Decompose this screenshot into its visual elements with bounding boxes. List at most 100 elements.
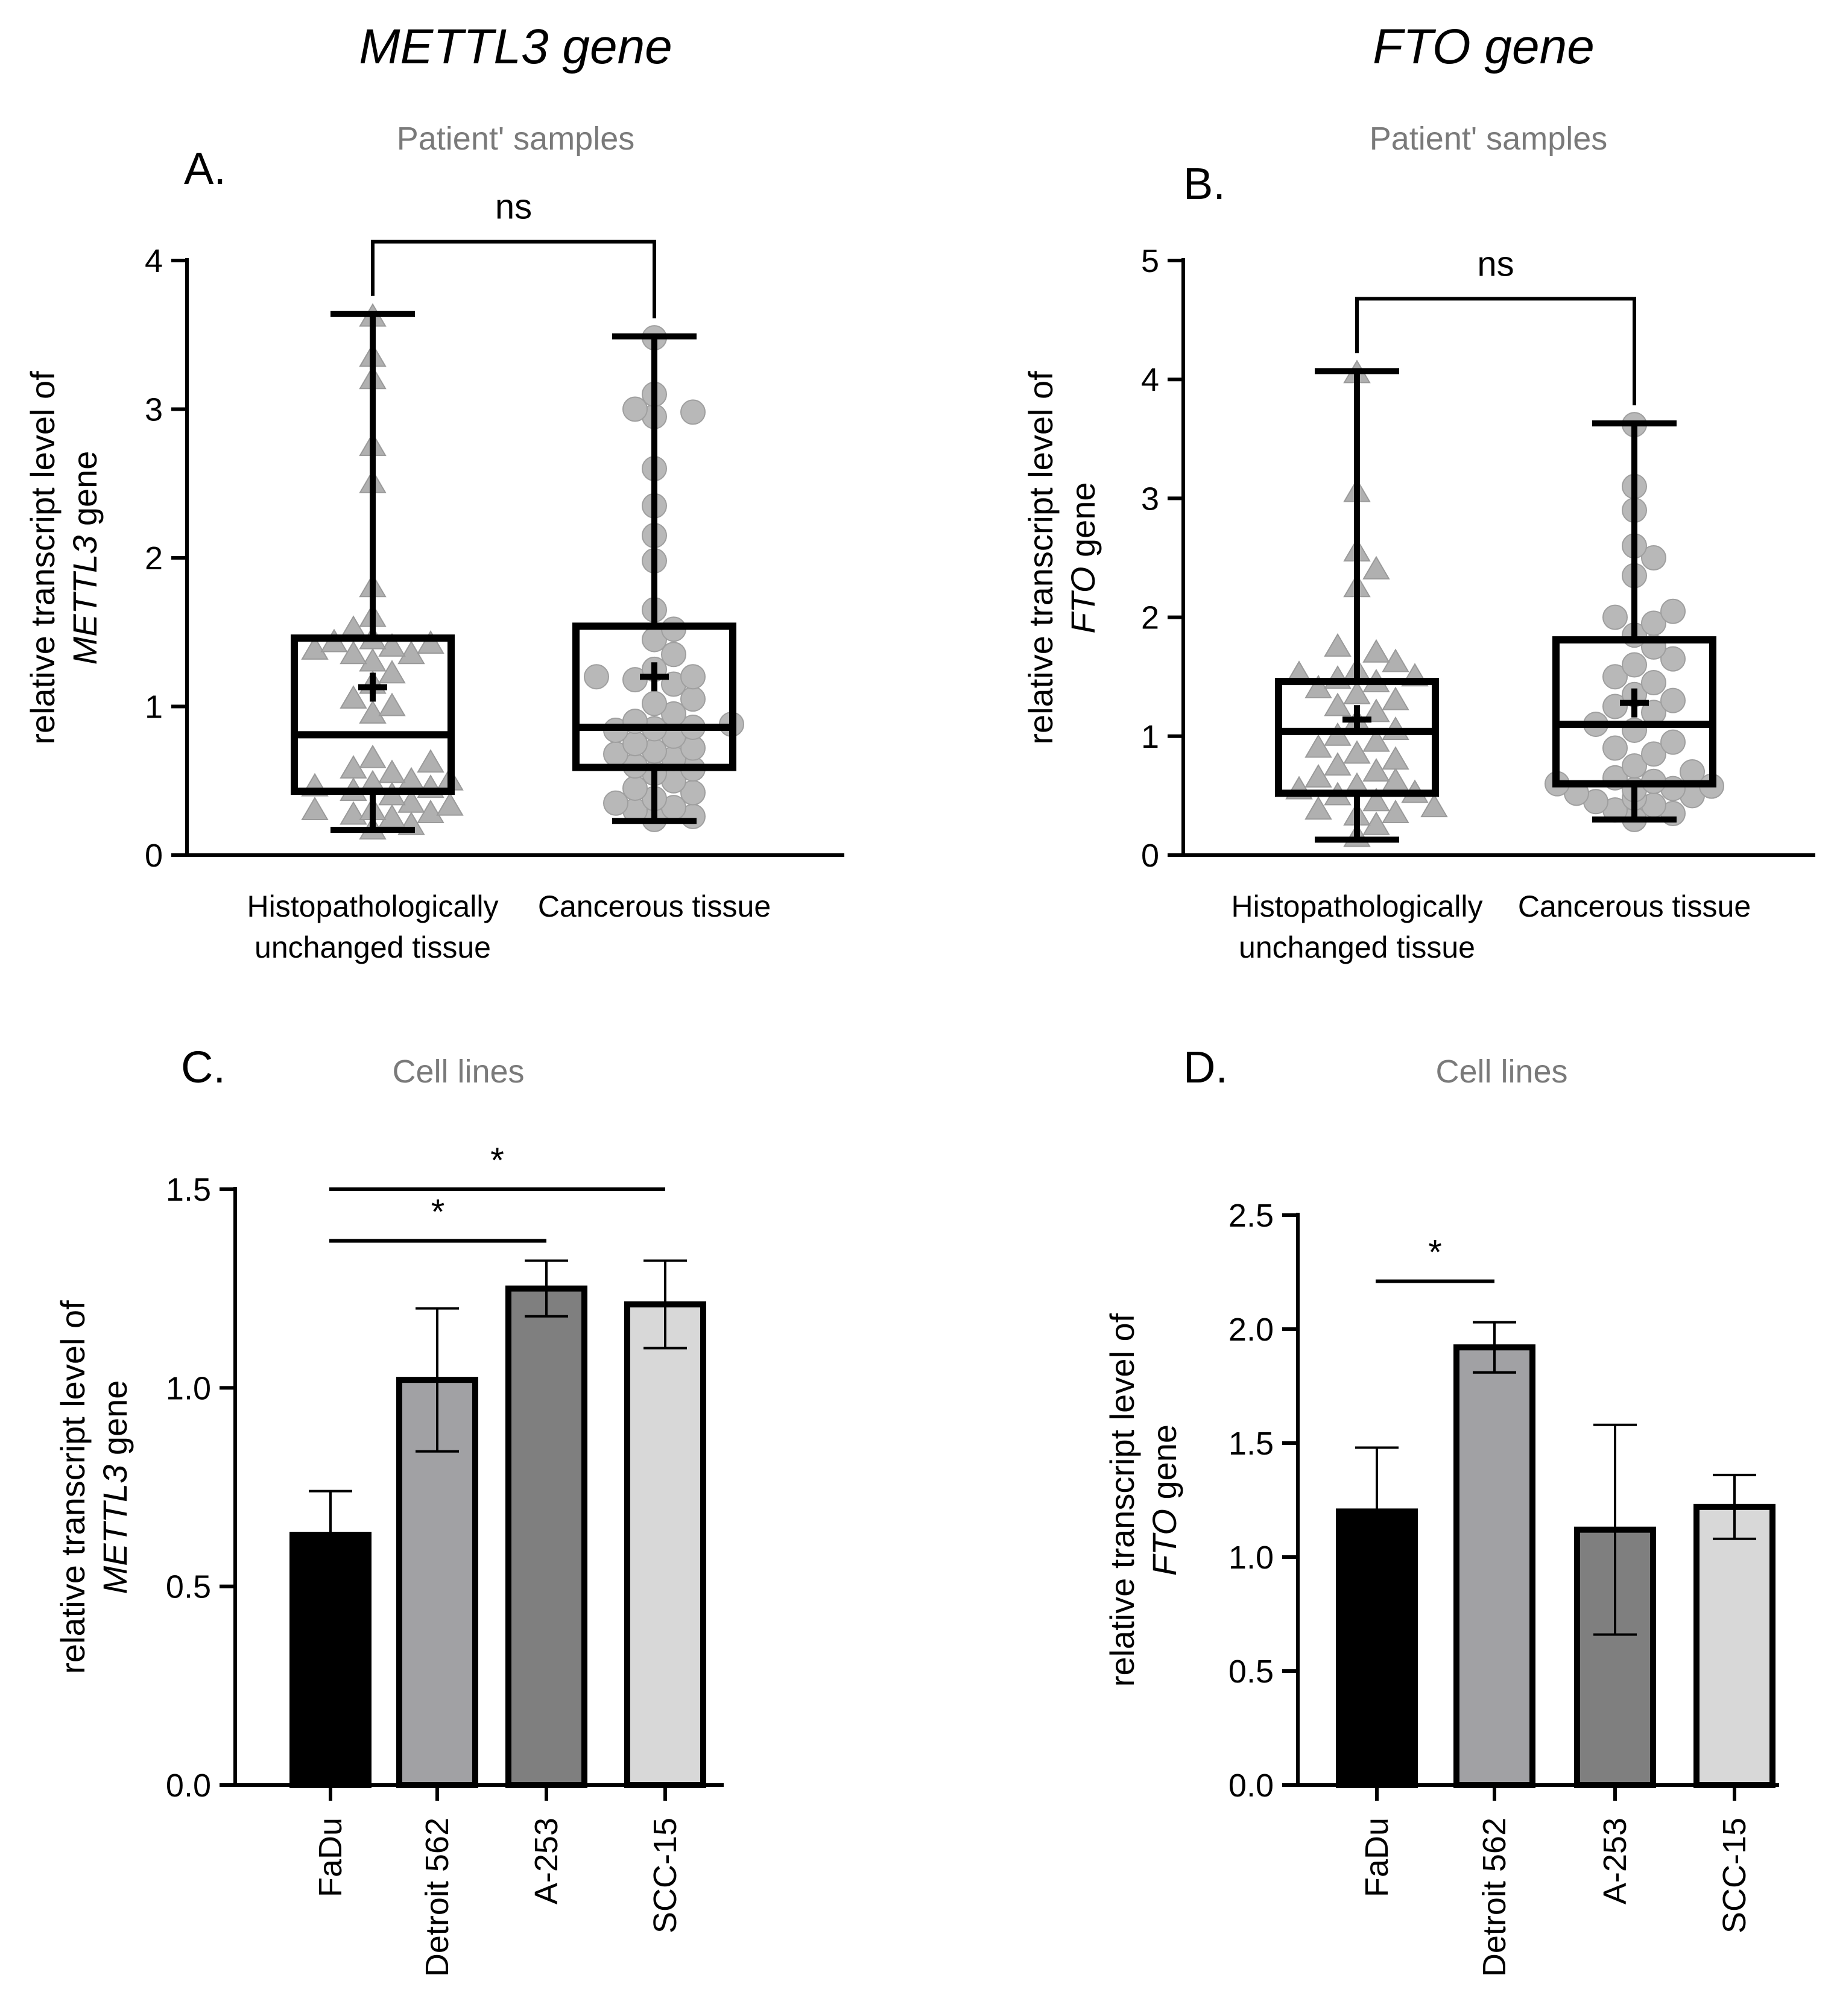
y-tick-label: 1 <box>1141 719 1159 755</box>
circle-data-point <box>1641 610 1666 636</box>
triangle-data-point <box>1420 794 1448 818</box>
triangle-data-point <box>1304 796 1332 820</box>
y-tick-label: 3 <box>1141 481 1159 517</box>
panel-letter: D. <box>1183 1042 1228 1092</box>
bar <box>1693 1503 1776 1789</box>
bar <box>1453 1344 1535 1788</box>
circle-data-point <box>1660 646 1686 672</box>
x-category-label: A-253 <box>528 1818 564 1904</box>
y-axis-label-line2: FTO gene <box>1145 1424 1183 1576</box>
triangle-data-point <box>301 797 329 821</box>
data-points-group <box>1285 359 1448 847</box>
triangle-data-point <box>436 792 464 816</box>
triangle-data-point <box>359 648 387 672</box>
y-axis-label-line1: relative transcript level of <box>54 1300 92 1674</box>
panel-letter: A. <box>184 144 226 194</box>
triangle-data-point <box>378 633 406 657</box>
y-axis-label-line2: METTL3 gene <box>96 1380 134 1594</box>
circle-data-point <box>1641 741 1666 767</box>
triangle-data-point <box>1362 757 1390 782</box>
significance-label: ns <box>495 188 532 227</box>
y-tick-label: 1.5 <box>166 1172 211 1208</box>
triangle-data-point <box>340 685 367 709</box>
y-tick-label: 1.0 <box>166 1370 211 1406</box>
y-axis-label-suffix: gene <box>96 1380 134 1465</box>
col-title-mettl3: METTL3 gene <box>359 19 672 74</box>
iqr-box <box>1552 636 1716 788</box>
triangle-data-point <box>340 640 367 665</box>
panel-subtitle: Cell lines <box>392 1054 524 1090</box>
triangle-data-point <box>1362 728 1390 752</box>
y-axis-label-suffix: gene <box>1145 1424 1183 1509</box>
y-tick-label: 2.0 <box>1228 1312 1274 1348</box>
x-category-label: Histopathologically <box>1232 890 1483 923</box>
circle-data-point <box>1660 729 1686 755</box>
x-category-label: Cancerous tissue <box>538 890 771 923</box>
triangle-data-point <box>1362 811 1390 835</box>
x-category-label: FaDu <box>312 1818 349 1897</box>
circle-data-point <box>1660 687 1686 713</box>
circle-data-point <box>1602 604 1628 630</box>
y-tick-label: 5 <box>1141 243 1159 279</box>
triangle-data-point <box>1382 686 1409 710</box>
circle-data-point <box>680 399 706 425</box>
circle-data-point <box>584 664 609 690</box>
triangle-data-point <box>1362 698 1390 722</box>
panel-subtitle: Patient' samples <box>397 121 635 157</box>
circle-data-point <box>1641 545 1666 570</box>
y-tick-label: 4 <box>145 243 163 279</box>
significance-label: ns <box>1477 244 1514 283</box>
circle-data-point <box>1641 670 1666 696</box>
triangle-data-point <box>417 630 444 654</box>
iqr-box <box>1275 678 1439 797</box>
x-category-label: unchanged tissue <box>1239 931 1475 964</box>
y-axis-label-gene: METTL3 <box>96 1465 134 1594</box>
circle-data-point <box>680 664 706 690</box>
significance-label: * <box>490 1141 504 1180</box>
panel-subtitle: Cell lines <box>1435 1054 1567 1090</box>
triangle-data-point <box>378 692 406 716</box>
y-tick-label: 2 <box>1141 600 1159 636</box>
circle-data-point <box>622 396 648 422</box>
bar <box>624 1301 706 1789</box>
circle-data-point <box>1622 652 1647 678</box>
x-category-label: Detroit 562 <box>419 1818 455 1977</box>
triangle-data-point <box>1362 788 1390 812</box>
y-tick-label: 0.5 <box>1228 1654 1274 1690</box>
y-axis-label-gene: METTL3 <box>66 536 104 665</box>
triangle-data-point <box>1362 555 1390 580</box>
panel-a-box-plot: 0 1 2 3 4 A. Patient' samples relative transcri… <box>24 121 844 964</box>
triangle-data-point <box>1382 648 1409 672</box>
y-axis-label-gene: FTO <box>1064 567 1102 634</box>
panel-subtitle: Patient' samples <box>1370 121 1608 157</box>
y-tick-label: 2 <box>145 540 163 577</box>
significance-bracket <box>371 239 656 318</box>
triangle-data-point <box>1324 692 1352 716</box>
y-tick-label: 1 <box>145 689 163 725</box>
y-tick-label: 0.0 <box>166 1768 211 1804</box>
triangle-data-point <box>359 700 387 724</box>
triangle-data-point <box>397 789 425 813</box>
y-axis-label-line2: FTO gene <box>1064 482 1102 633</box>
triangle-data-point <box>359 744 387 768</box>
x-category-label: SCC-15 <box>1716 1818 1753 1933</box>
x-category-label: Histopathologically <box>247 890 499 923</box>
panel-letter: C. <box>181 1042 226 1092</box>
y-axis-label-line2: METTL3 gene <box>66 451 104 665</box>
iqr-box <box>572 622 736 771</box>
panel-c-bar-chart: 0.0 0.5 1.0 1.5 C. Cell lines relative transcr… <box>54 1042 724 1977</box>
triangle-data-point <box>1324 752 1352 776</box>
panel-letter: B. <box>1183 159 1225 209</box>
triangle-data-point <box>1382 746 1409 770</box>
triangle-data-point <box>1343 680 1371 704</box>
triangle-data-point <box>340 801 367 825</box>
triangle-data-point <box>378 759 406 783</box>
y-tick-label: 2.5 <box>1228 1198 1274 1234</box>
triangle-data-point <box>378 660 406 684</box>
col-title-fto: FTO gene <box>1373 19 1595 74</box>
y-tick-label: 0 <box>1141 838 1159 874</box>
data-points-group <box>584 325 744 832</box>
y-axis-label-line1: relative transcript level of <box>24 371 62 745</box>
y-axis-label-gene: FTO <box>1145 1509 1183 1576</box>
